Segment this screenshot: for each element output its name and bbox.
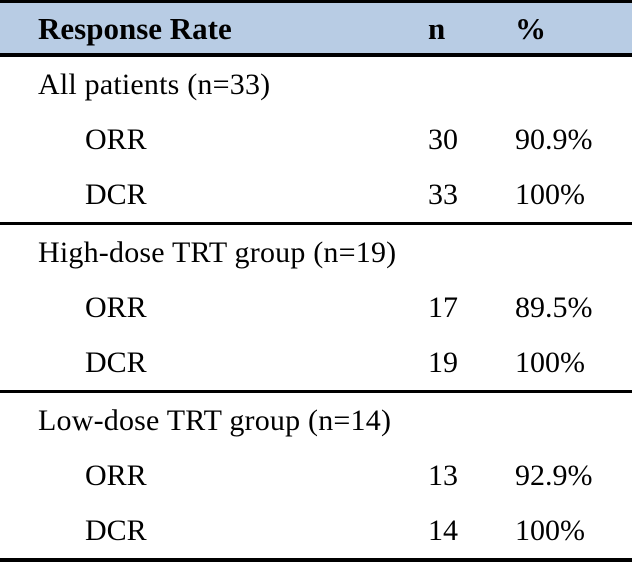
- section-divider: [0, 390, 632, 393]
- cell-pct-value: 89.5%: [515, 290, 593, 324]
- data-row-low-dcr: DCR 14 100%: [0, 503, 632, 558]
- row-label: ORR: [85, 122, 147, 156]
- response-rate-table: Response Rate n % All patients (n=33) OR…: [0, 0, 632, 562]
- data-row-low-orr: ORR 13 92.9%: [0, 448, 632, 503]
- header-cell-percent: %: [515, 10, 546, 46]
- cell-pct-value: 100%: [515, 345, 585, 379]
- row-label: DCR: [85, 177, 147, 211]
- cell-pct-value: 92.9%: [515, 458, 593, 492]
- data-row-all-orr: ORR 30 90.9%: [0, 112, 632, 167]
- section-row-all-patients: All patients (n=33): [0, 57, 632, 112]
- cell-pct-value: 100%: [515, 177, 585, 211]
- row-label: DCR: [85, 513, 147, 547]
- table-bottom-border: [0, 558, 632, 562]
- cell-n-value: 19: [428, 345, 458, 379]
- cell-n-value: 17: [428, 290, 458, 324]
- section-label: Low-dose TRT group (n=14): [38, 403, 392, 437]
- data-row-all-dcr: DCR 33 100%: [0, 167, 632, 222]
- data-row-high-orr: ORR 17 89.5%: [0, 280, 632, 335]
- cell-pct-value: 100%: [515, 513, 585, 547]
- section-row-low-dose: Low-dose TRT group (n=14): [0, 393, 632, 448]
- cell-pct-value: 90.9%: [515, 122, 593, 156]
- table-header-row: Response Rate n %: [0, 0, 632, 57]
- row-label: ORR: [85, 290, 147, 324]
- row-label: DCR: [85, 345, 147, 379]
- section-row-high-dose: High-dose TRT group (n=19): [0, 225, 632, 280]
- cell-n-value: 30: [428, 122, 458, 156]
- header-cell-response-rate: Response Rate: [38, 10, 232, 46]
- cell-n-value: 33: [428, 177, 458, 211]
- cell-n-value: 13: [428, 458, 458, 492]
- data-row-high-dcr: DCR 19 100%: [0, 335, 632, 390]
- section-label: High-dose TRT group (n=19): [38, 235, 397, 269]
- cell-n-value: 14: [428, 513, 458, 547]
- section-divider: [0, 222, 632, 225]
- section-label: All patients (n=33): [38, 67, 271, 101]
- row-label: ORR: [85, 458, 147, 492]
- header-cell-n: n: [428, 10, 446, 46]
